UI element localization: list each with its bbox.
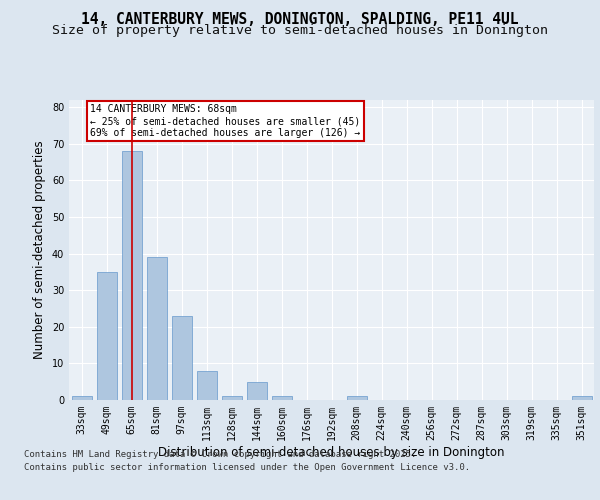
Bar (71, 396, 91, 400)
Text: Contains HM Land Registry data © Crown copyright and database right 2025.: Contains HM Land Registry data © Crown c… (24, 450, 416, 459)
Text: Size of property relative to semi-detached houses in Donington: Size of property relative to semi-detach… (52, 24, 548, 37)
Bar (97, 272, 116, 400)
Text: Contains public sector information licensed under the Open Government Licence v3: Contains public sector information licen… (24, 462, 470, 471)
Bar (247, 382, 266, 400)
Bar (146, 258, 167, 400)
Text: 14, CANTERBURY MEWS, DONINGTON, SPALDING, PE11 4UL: 14, CANTERBURY MEWS, DONINGTON, SPALDING… (81, 12, 519, 28)
Bar (347, 396, 367, 400)
Bar (221, 396, 241, 400)
Bar (172, 316, 191, 400)
Y-axis label: Number of semi-detached properties: Number of semi-detached properties (33, 140, 46, 360)
Bar (271, 396, 292, 400)
Text: 14 CANTERBURY MEWS: 68sqm
← 25% of semi-detached houses are smaller (45)
69% of : 14 CANTERBURY MEWS: 68sqm ← 25% of semi-… (90, 104, 360, 138)
Bar (197, 370, 217, 400)
Bar (571, 396, 592, 400)
X-axis label: Distribution of semi-detached houses by size in Donington: Distribution of semi-detached houses by … (158, 446, 505, 458)
Bar (121, 151, 142, 400)
